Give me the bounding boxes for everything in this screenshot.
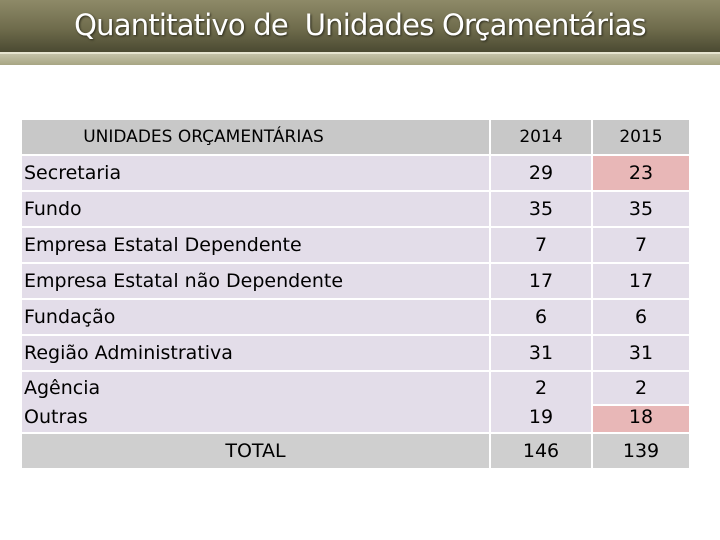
value-2015-highlighted: 18 <box>628 406 654 428</box>
budget-units-table: UNIDADES ORÇAMENTÁRIAS 2014 2015 Secreta… <box>22 120 689 470</box>
value-2014: 19 <box>528 406 554 428</box>
value-2015: 2 <box>634 377 648 399</box>
total-2015: 139 <box>591 434 689 470</box>
table-row: Empresa Estatal não Dependente 17 17 <box>22 264 689 300</box>
table-row: Fundação 6 6 <box>22 300 689 336</box>
row-label: Fundação <box>22 300 489 336</box>
value-2014: 7 <box>491 228 591 264</box>
value-2014: 31 <box>491 336 591 372</box>
value-2014: 2 <box>534 377 548 399</box>
value-2015: 6 <box>591 300 689 336</box>
column-header-2015: 2015 <box>591 120 689 156</box>
title-underline <box>0 52 720 65</box>
row-label: Região Administrativa <box>22 336 489 372</box>
column-gap <box>489 120 491 156</box>
table-header-row: UNIDADES ORÇAMENTÁRIAS 2014 2015 <box>22 120 689 156</box>
row-label: Agência <box>24 377 101 399</box>
row-label: Outras <box>24 406 88 428</box>
row-label: Empresa Estatal não Dependente <box>22 264 489 300</box>
value-2015: 7 <box>591 228 689 264</box>
value-2014-pair: 2 19 <box>491 372 591 434</box>
table-row: Região Administrativa 31 31 <box>22 336 689 372</box>
table-row-merged: Agência Outras 2 19 2 18 <box>22 372 689 434</box>
page-title: Quantitativo de Unidades Orçamentárias <box>74 8 646 42</box>
title-stripe <box>0 52 720 54</box>
row-label: Empresa Estatal Dependente <box>22 228 489 264</box>
total-label: TOTAL <box>22 434 489 470</box>
table-row: Empresa Estatal Dependente 7 7 <box>22 228 689 264</box>
value-2015-pair: 2 18 <box>591 372 689 434</box>
title-bar: Quantitativo de Unidades Orçamentárias <box>0 0 720 52</box>
table-total-row: TOTAL 146 139 <box>22 434 689 470</box>
row-label-pair: Agência Outras <box>22 372 489 434</box>
value-2014: 29 <box>491 156 591 192</box>
value-2014: 6 <box>491 300 591 336</box>
value-2015-highlighted: 23 <box>591 156 689 192</box>
column-header-units: UNIDADES ORÇAMENTÁRIAS <box>22 120 489 156</box>
row-label: Secretaria <box>22 156 489 192</box>
table-row: Fundo 35 35 <box>22 192 689 228</box>
value-2015: 35 <box>591 192 689 228</box>
value-2014: 35 <box>491 192 591 228</box>
value-2014: 17 <box>491 264 591 300</box>
table-row: Secretaria 29 23 <box>22 156 689 192</box>
column-header-2014: 2014 <box>491 120 591 156</box>
value-2015: 31 <box>591 336 689 372</box>
value-2015: 17 <box>591 264 689 300</box>
total-2014: 146 <box>491 434 591 470</box>
row-label: Fundo <box>22 192 489 228</box>
